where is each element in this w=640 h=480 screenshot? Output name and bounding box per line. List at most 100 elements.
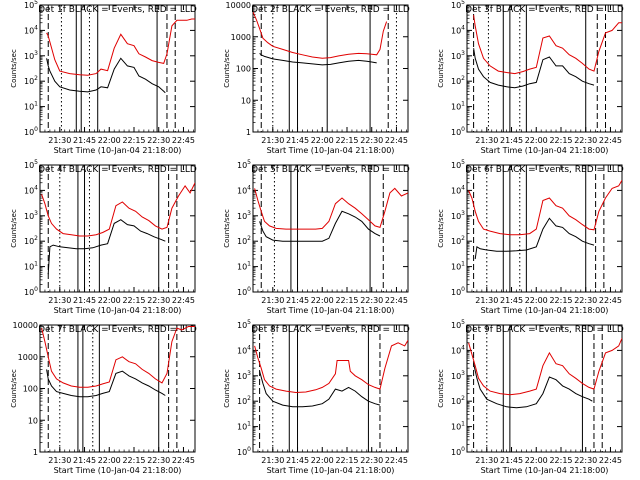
- panel-title: Det 1f BLACK = Events, RED = LLD: [38, 5, 197, 15]
- y-tick-label: 104: [451, 344, 465, 355]
- y-tick-label: 105: [237, 159, 251, 170]
- plot-frame: [466, 324, 623, 453]
- series-events-line: [259, 53, 377, 66]
- plot-frame: [466, 4, 623, 133]
- series-lld-line: [41, 326, 195, 388]
- panel-title: Det 3f BLACK = Events, RED = LLD: [465, 5, 624, 15]
- y-tick-label: 105: [24, 0, 38, 10]
- x-tick-label: 22:00: [311, 136, 334, 145]
- y-tick-label: 101: [237, 421, 251, 432]
- x-tick-label: 22:30: [360, 456, 383, 465]
- panel-title: Det 5f BLACK = Events, RED = LLD: [251, 165, 410, 175]
- y-tick-label: 105: [451, 0, 465, 10]
- y-tick-label: 103: [237, 210, 251, 221]
- y-tick-label: 102: [24, 75, 38, 86]
- x-axis-label: Start Time (10-Jan-04 21:18:00): [54, 146, 182, 155]
- x-tick-label: 22:00: [98, 136, 121, 145]
- y-tick-label: 103: [24, 210, 38, 221]
- x-tick-label: 22:00: [525, 296, 548, 305]
- panel-det-8: Det 8f BLACK = Events, RED = LLD 100 101 10…: [223, 319, 410, 475]
- panel-title: Det 6f BLACK = Events, RED = LLD: [465, 165, 624, 175]
- series-lld-line: [468, 180, 622, 236]
- x-tick-label: 22:45: [385, 136, 408, 145]
- x-tick-label: 21:45: [286, 456, 309, 465]
- x-tick-label: 22:45: [172, 456, 195, 465]
- y-tick-label: 101: [451, 261, 465, 272]
- x-tick-label: 21:45: [500, 136, 523, 145]
- y-tick-label: 10000: [226, 1, 251, 10]
- x-axis-label: Start Time (10-Jan-04 21:18:00): [481, 146, 609, 155]
- y-axis-label: Counts/sec: [10, 49, 18, 88]
- y-tick-label: 101: [237, 261, 251, 272]
- x-tick-label: 21:45: [500, 296, 523, 305]
- panel-title: Det 8f BLACK = Events, RED = LLD: [251, 325, 410, 335]
- x-tick-label: 22:00: [98, 456, 121, 465]
- series-events-line: [46, 369, 166, 398]
- panel-title: Det 4f BLACK = Events, RED = LLD: [38, 165, 197, 175]
- y-axis-label: Counts/sec: [223, 369, 231, 408]
- y-tick-label: 1000: [18, 353, 38, 362]
- x-tick-label: 22:00: [98, 296, 121, 305]
- x-tick-label: 22:45: [172, 296, 195, 305]
- plot-frame: [252, 164, 409, 293]
- y-tick-label: 1: [33, 448, 38, 457]
- x-tick-label: 21:30: [475, 456, 498, 465]
- y-tick-label: 105: [24, 159, 38, 170]
- y-tick-label: 105: [451, 319, 465, 330]
- x-tick-label: 22:00: [525, 136, 548, 145]
- series-lld-line: [254, 187, 408, 230]
- y-axis-label: Counts/sec: [10, 369, 18, 408]
- x-tick-label: 22:45: [599, 296, 622, 305]
- series-events-line: [259, 371, 381, 408]
- y-tick-label: 10000: [13, 321, 38, 330]
- panel-title: Det 2f BLACK = Events, RED = LLD: [251, 5, 410, 15]
- x-tick-label: 22:15: [549, 296, 572, 305]
- y-tick-label: 104: [237, 184, 251, 195]
- y-tick-label: 100: [24, 126, 38, 137]
- panel-det-7: Det 7f BLACK = Events, RED = LLD 1 10 100 10…: [10, 321, 197, 475]
- y-tick-label: 101: [451, 101, 465, 112]
- y-tick-label: 100: [237, 286, 251, 297]
- panel-det-5: Det 5f BLACK = Events, RED = LLD 100 101 10…: [223, 159, 410, 315]
- y-tick-label: 103: [237, 370, 251, 381]
- series-lld-line: [253, 11, 388, 59]
- y-axis-label: Counts/sec: [223, 49, 231, 88]
- x-tick-label: 22:45: [385, 296, 408, 305]
- x-tick-label: 22:00: [525, 456, 548, 465]
- x-tick-label: 22:15: [335, 136, 358, 145]
- x-tick-label: 21:30: [261, 456, 284, 465]
- panel-det-4: Det 4f BLACK = Events, RED = LLD 100 101 10…: [10, 159, 197, 315]
- x-tick-label: 22:15: [122, 456, 145, 465]
- x-tick-label: 22:15: [335, 456, 358, 465]
- x-tick-label: 22:45: [599, 456, 622, 465]
- y-tick-label: 104: [451, 24, 465, 35]
- x-tick-label: 21:30: [48, 296, 71, 305]
- y-tick-label: 102: [451, 75, 465, 86]
- x-tick-label: 21:30: [475, 136, 498, 145]
- y-tick-label: 100: [23, 385, 38, 394]
- x-tick-label: 22:30: [147, 456, 170, 465]
- x-tick-label: 22:30: [574, 136, 597, 145]
- x-tick-label: 22:30: [574, 296, 597, 305]
- y-tick-label: 105: [237, 319, 251, 330]
- x-tick-label: 21:30: [48, 136, 71, 145]
- y-tick-label: 105: [451, 159, 465, 170]
- series-events-line: [473, 48, 595, 89]
- y-tick-label: 100: [236, 65, 251, 74]
- y-axis-label: Counts/sec: [10, 209, 18, 248]
- x-tick-label: 22:30: [574, 456, 597, 465]
- x-tick-label: 22:30: [147, 136, 170, 145]
- x-tick-label: 21:45: [500, 456, 523, 465]
- y-tick-label: 102: [237, 395, 251, 406]
- x-axis-label: Start Time (10-Jan-04 21:18:00): [481, 466, 609, 475]
- x-axis-label: Start Time (10-Jan-04 21:18:00): [54, 466, 182, 475]
- x-tick-label: 22:30: [147, 296, 170, 305]
- x-tick-label: 22:15: [549, 136, 572, 145]
- y-tick-label: 1: [246, 128, 251, 137]
- x-tick-label: 22:30: [360, 136, 383, 145]
- y-tick-label: 104: [451, 184, 465, 195]
- y-tick-label: 101: [24, 101, 38, 112]
- x-axis-label: Start Time (10-Jan-04 21:18:00): [481, 306, 609, 315]
- x-tick-label: 22:00: [311, 456, 334, 465]
- plot-frame: [252, 4, 409, 133]
